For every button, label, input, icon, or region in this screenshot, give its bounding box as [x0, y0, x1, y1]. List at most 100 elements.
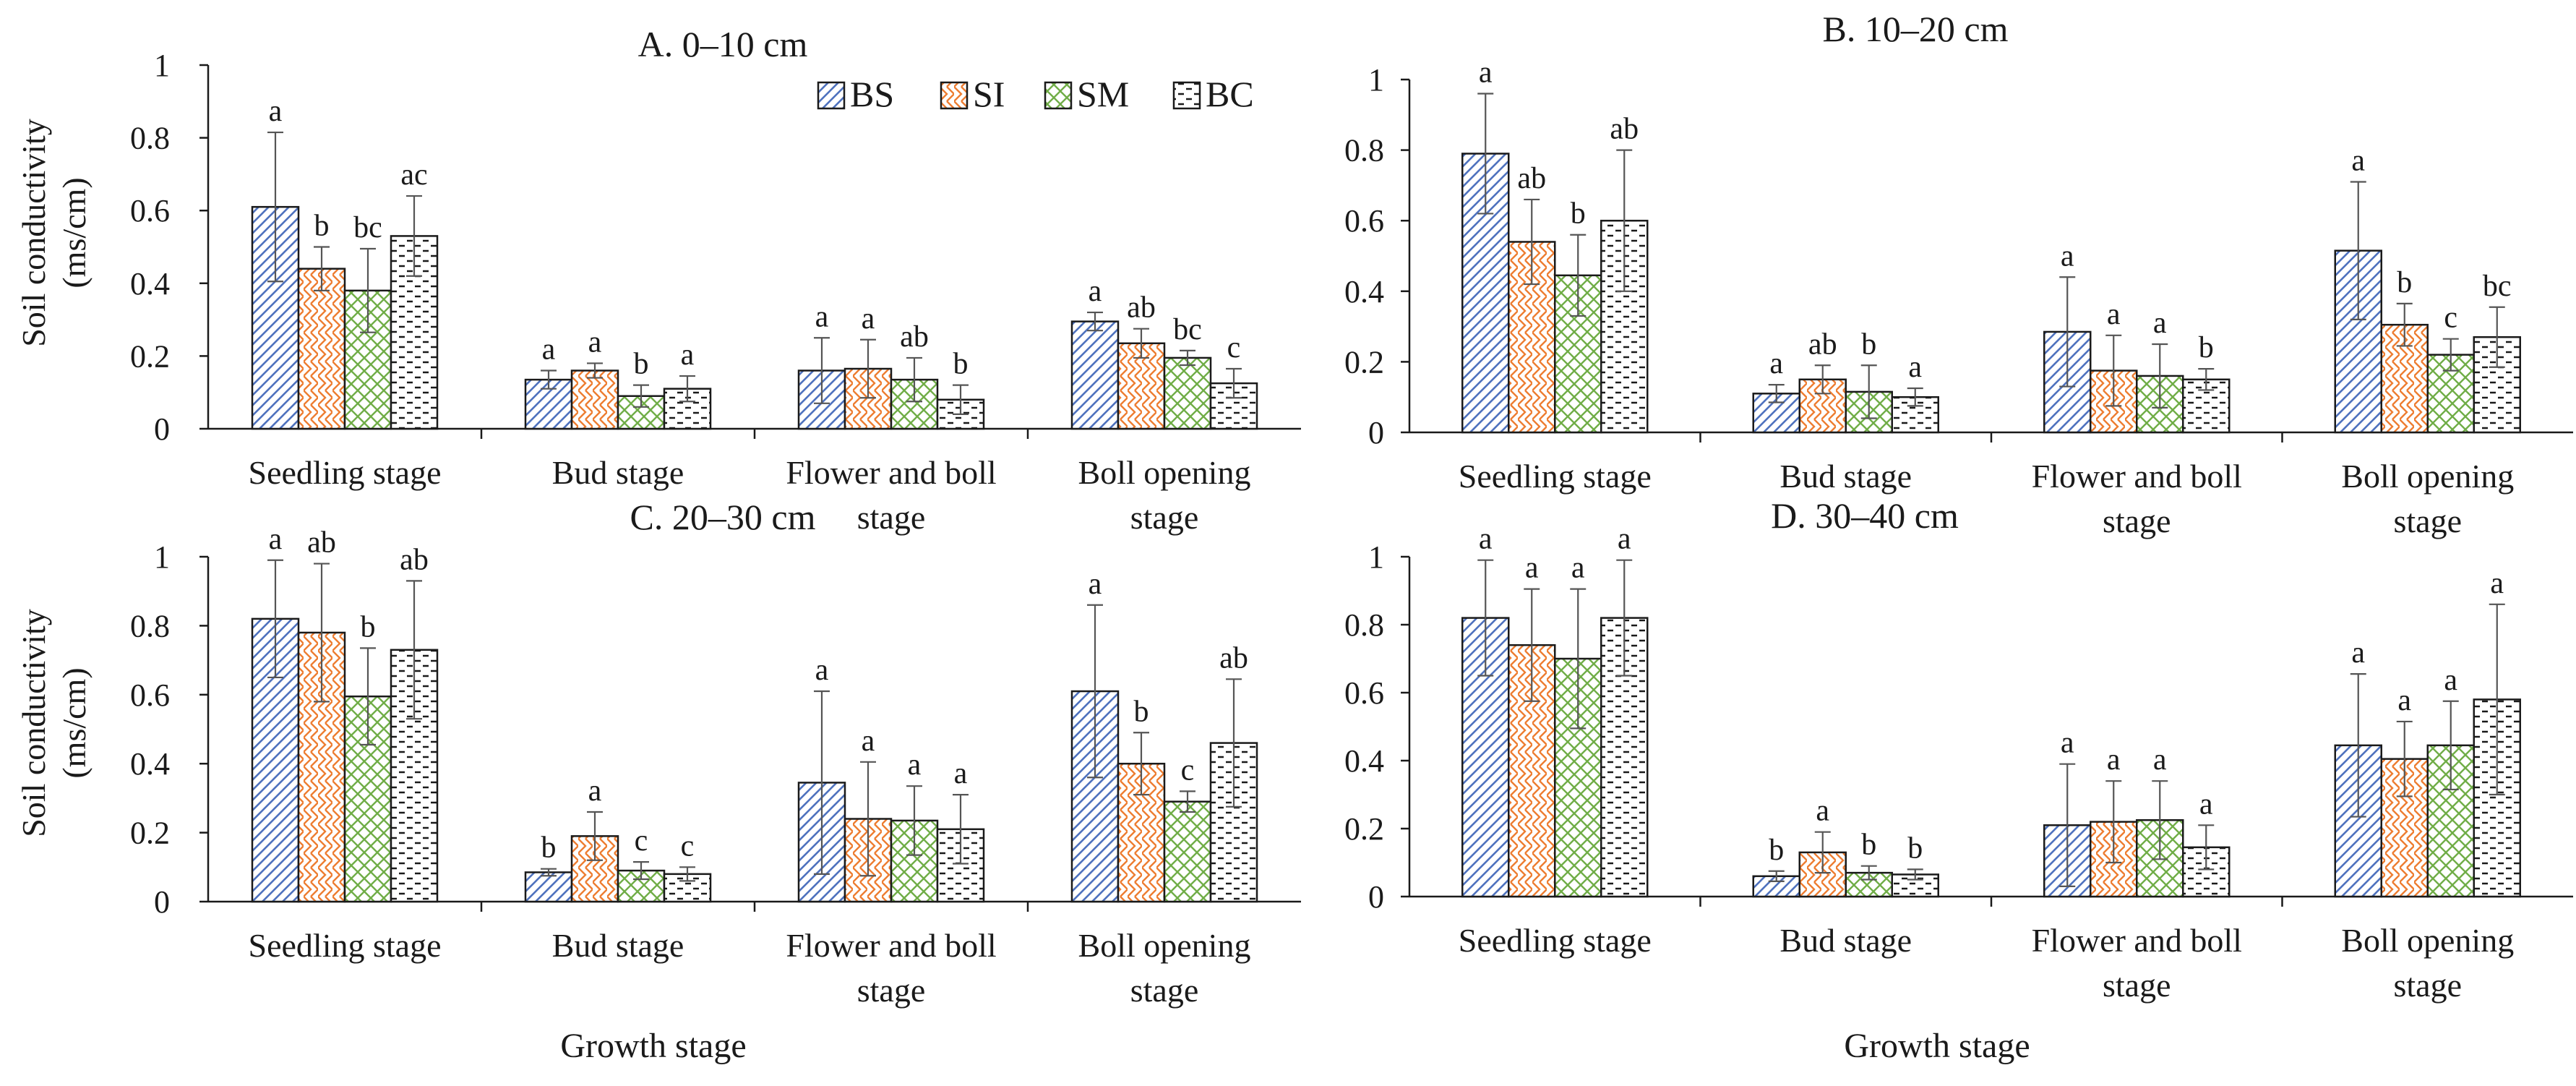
panel-d-x-tick-label: stage — [2103, 967, 2171, 1004]
panel-c-x-tick-label: stage — [1130, 972, 1199, 1009]
panel-d-significance-letter: a — [1479, 523, 1493, 556]
panel-a-significance-letter: a — [681, 338, 695, 372]
panel-c-significance-letter: a — [908, 748, 922, 782]
panel-a-significance-letter: ab — [1127, 291, 1156, 325]
panel-d-bar-bc-flower-and-boll-stage — [2182, 846, 2231, 898]
x-axis-label-left: Growth stage — [560, 1027, 746, 1065]
panel-c-y-tick-label: 0.2 — [130, 816, 170, 851]
panel-c-significance-letter: c — [635, 824, 648, 858]
panel-a-significance-letter: a — [815, 300, 829, 333]
panel-a-significance-letter: a — [1089, 275, 1102, 308]
panel-a-x-tick-label: Flower and boll — [786, 454, 996, 491]
legend-label-si: SI — [973, 74, 1005, 114]
panel-d: D. 30–40 cm 0 0.2 0.4 0.6 0.8 1 Seedling stage a… — [1344, 495, 2573, 1004]
panel-d-significance-letter: b — [1907, 831, 1923, 865]
legend-label-bc: BC — [1206, 74, 1254, 114]
panel-c-y-tick-label: 0 — [154, 884, 170, 920]
panel-c-significance-letter: a — [954, 757, 968, 790]
panel-d-y-tick-label: 0 — [1368, 879, 1384, 915]
legend-swatch-sm — [1044, 81, 1073, 110]
panel-b-significance-letter: bc — [2483, 270, 2512, 303]
panel-d-significance-letter: a — [2107, 743, 2121, 777]
panel-b-significance-letter: a — [2351, 145, 2365, 178]
x-axis-label-right: Growth stage — [1844, 1027, 2030, 1065]
panel-c-bar-bc-boll-opening-stage — [1209, 742, 1258, 903]
panel-c-significance-letter: b — [541, 831, 557, 865]
panel-c-significance-letter: a — [815, 654, 829, 687]
panel-d-x-tick-label: Boll opening — [2341, 922, 2514, 959]
panel-b-significance-letter: b — [2397, 266, 2412, 299]
panel-c-x-tick-label: Seedling stage — [249, 927, 442, 964]
y-axis-label-top-line1: Soil conductivity — [15, 119, 52, 347]
panel-d-significance-letter: a — [1618, 523, 1631, 556]
panel-a-x-tick-label: Bud stage — [552, 454, 684, 491]
panel-d-y-tick-label: 0.2 — [1344, 811, 1384, 847]
panel-c-significance-letter: ab — [1219, 641, 1248, 675]
panel-d-x-tick-label: Bud stage — [1779, 922, 1912, 959]
panel-a-significance-letter: ac — [400, 158, 427, 192]
panel-a-bar-bs-boll-opening-stage — [1070, 320, 1120, 430]
panel-d-significance-letter: a — [2397, 684, 2411, 717]
panel-d-significance-letter: a — [2199, 787, 2213, 821]
panel-c-significance-letter: ab — [307, 526, 336, 560]
panel-c-y-tick-label: 0.4 — [130, 746, 170, 782]
panel-a-significance-letter: c — [1227, 331, 1241, 364]
panel-a-x-tick-label: Seedling stage — [249, 454, 442, 491]
panel-a-x-tick-label: Boll opening — [1078, 454, 1251, 491]
panel-b-significance-letter: b — [2199, 331, 2214, 364]
panel-a-y-tick-label: 0.4 — [130, 266, 170, 302]
panel-a-bar-si-flower-and-boll-stage — [843, 367, 893, 430]
panel-b-significance-letter: a — [2153, 307, 2167, 340]
y-axis-label-top-line2: (ms/cm) — [56, 177, 93, 288]
panel-b-y-tick-label: 0.2 — [1344, 344, 1384, 380]
panel-a-y-tick-label: 0 — [154, 411, 170, 447]
panel-a-bar-si-bud-stage — [570, 369, 619, 430]
panel-c-significance-letter: a — [1089, 568, 1102, 601]
panel-a-significance-letter: a — [862, 302, 875, 335]
panel-b-significance-letter: ab — [1610, 113, 1639, 146]
panel-b-x-tick-label: stage — [2103, 503, 2171, 539]
panel-a-title: A. 0–10 cm — [638, 24, 808, 64]
panel-d-y-tick-label: 0.6 — [1344, 675, 1384, 711]
panel-c-bar-sm-boll-opening-stage — [1163, 800, 1212, 903]
panel-d-y-tick-label: 0.8 — [1344, 607, 1384, 643]
panel-b-significance-letter: b — [1861, 328, 1876, 361]
panel-b-significance-letter: c — [2444, 302, 2457, 335]
panel-a-bar-si-seedling-stage — [297, 268, 346, 430]
panel-a-significance-letter: bc — [1173, 313, 1202, 346]
panel-d-significance-letter: a — [1525, 552, 1539, 585]
panel-a-bar-sm-boll-opening-stage — [1163, 356, 1212, 430]
panel-d-y-tick-label: 1 — [1368, 539, 1384, 575]
panel-b-y-tick-label: 0.4 — [1344, 274, 1384, 309]
panel-a-significance-letter: b — [314, 210, 330, 243]
panel-a-significance-letter: b — [953, 348, 969, 381]
panel-d-significance-letter: a — [2444, 664, 2457, 697]
panel-a-significance-letter: a — [542, 333, 556, 367]
panel-c-bar-bs-bud-stage — [524, 871, 573, 903]
panel-d-significance-letter: b — [1769, 834, 1784, 867]
panel-a-y-tick-label: 0.2 — [130, 338, 170, 374]
panel-d-y-tick-label: 0.4 — [1344, 743, 1384, 779]
legend-swatch-si — [940, 81, 969, 110]
panel-c-significance-letter: a — [588, 774, 602, 808]
panel-d-significance-letter: a — [2490, 567, 2504, 600]
panel-b-significance-letter: ab — [1517, 162, 1546, 195]
panel-c-significance-letter: a — [862, 724, 875, 758]
legend-label-bs: BS — [850, 74, 894, 114]
panel-c-significance-letter: a — [269, 523, 283, 556]
panel-a-significance-letter: b — [634, 348, 649, 381]
panel-c-x-tick-label: Boll opening — [1078, 927, 1251, 964]
panel-b-y-tick-label: 0 — [1368, 415, 1384, 450]
panel-d-significance-letter: b — [1861, 829, 1876, 862]
panel-d-significance-letter: a — [2351, 636, 2365, 670]
panel-b-x-tick-label: Flower and boll — [2032, 458, 2242, 495]
legend-swatch-bc — [1172, 81, 1201, 110]
panel-b-significance-letter: a — [1479, 56, 1493, 90]
panel-b-y-tick-label: 0.8 — [1344, 133, 1384, 168]
panel-d-significance-letter: a — [2153, 743, 2167, 777]
panel-a-y-tick-label: 0.6 — [130, 193, 170, 228]
